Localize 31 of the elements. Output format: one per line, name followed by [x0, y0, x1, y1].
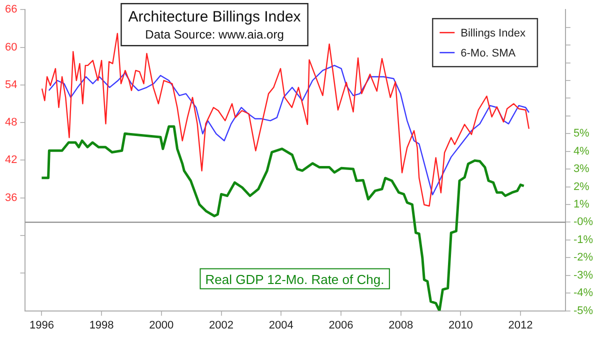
y2-tick-label: 5%	[573, 128, 590, 140]
y-tick-label: 66	[4, 4, 18, 16]
x-tick-label: 2000	[149, 319, 174, 332]
chart-title: Architecture Billings Index	[128, 8, 302, 26]
y2-tick-label: -2%	[573, 252, 594, 264]
y2-tick-label: 4%	[573, 145, 590, 158]
annotation: Real GDP 12-Mo. Rate of Chg.	[205, 272, 384, 287]
x-tick-label: 2002	[209, 319, 234, 332]
x-tick-label: 2004	[268, 319, 294, 332]
y-tick-label: 60	[4, 41, 18, 54]
y2-tick-label: -5%	[573, 304, 594, 317]
y2-tick-label: -4%	[573, 287, 594, 300]
y2-tick-label: -1%	[573, 234, 594, 246]
y2-tick-label: 2%	[573, 180, 590, 193]
text: Data Source: www.aia.org	[145, 28, 284, 42]
legend-label: 6-Mo. SMA	[460, 48, 516, 60]
x-tick-label: 1998	[89, 319, 114, 332]
x-tick-label: 2012	[508, 319, 533, 332]
y2-tick-label: -3%	[573, 269, 594, 282]
y-tick-label: 54	[4, 78, 18, 91]
x-tick-label: 2008	[388, 319, 414, 332]
x-tick-label: 2010	[448, 319, 473, 332]
y2-tick-label: 3%	[573, 163, 590, 176]
y-tick-label: 36	[4, 192, 18, 204]
y-tick-label: 48	[4, 116, 18, 129]
x-tick-label: 2006	[328, 319, 354, 332]
x-tick-label: 1996	[29, 319, 54, 332]
y-tick-label: 42	[4, 154, 18, 166]
legend-label: Billings Index	[460, 28, 526, 40]
y2-tick-label: -0%	[573, 216, 594, 228]
y2-tick-label: 1%	[573, 198, 590, 211]
